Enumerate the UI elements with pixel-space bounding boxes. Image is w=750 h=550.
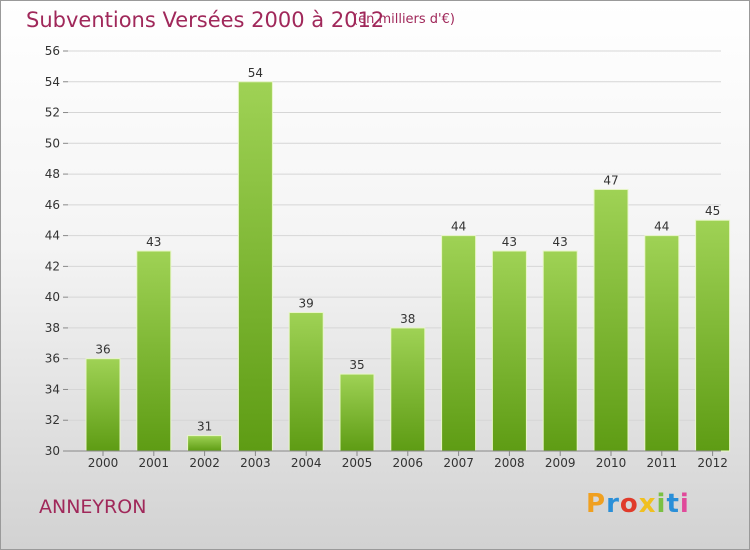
- y-tick-label: 50: [45, 136, 60, 150]
- y-tick-label: 30: [45, 444, 60, 458]
- x-tick-label-2007: 2007: [443, 456, 474, 470]
- logo-letter: i: [679, 489, 690, 519]
- y-tick-label: 36: [45, 352, 60, 366]
- chart-title: Subventions Versées 2000 à 2012: [26, 8, 385, 32]
- y-tick-label: 42: [45, 259, 60, 273]
- data-label-2002: 31: [197, 420, 212, 434]
- bar-2004: [288, 312, 324, 452]
- x-tick-label-2000: 2000: [88, 456, 119, 470]
- data-label-2001: 43: [146, 235, 161, 249]
- x-tick-label-2003: 2003: [240, 456, 271, 470]
- x-tick-label-2011: 2011: [647, 456, 678, 470]
- data-labels: 36 43 31 54 39 35 38 44 43 43 47 44 45: [95, 66, 720, 434]
- data-label-2006: 38: [400, 312, 415, 326]
- logo-letter: P: [586, 489, 607, 519]
- logo-letter: r: [606, 489, 620, 519]
- x-axis-ticks: 2000 2001 2002 2003 2004 2005 2006 2007 2008 2009…: [88, 451, 728, 470]
- y-tick-label: 34: [45, 382, 60, 396]
- bar-2005: [339, 373, 375, 452]
- data-label-2011: 44: [654, 220, 669, 234]
- y-tick-label: 38: [45, 321, 60, 335]
- data-label-2010: 47: [603, 173, 618, 187]
- bar-2001: [136, 250, 172, 452]
- x-tick-label-2012: 2012: [697, 456, 728, 470]
- y-tick-label: 32: [45, 413, 60, 427]
- bar-2012: [695, 219, 731, 452]
- y-tick-label: 40: [45, 290, 60, 304]
- commune-name: ANNEYRON: [39, 496, 147, 518]
- logo-letter: t: [666, 489, 680, 519]
- bar-2010: [593, 188, 629, 452]
- x-tick-label-2005: 2005: [342, 456, 373, 470]
- y-tick-label: 44: [45, 229, 60, 243]
- bar-2006: [390, 327, 426, 452]
- data-label-2007: 44: [451, 220, 466, 234]
- x-tick-label-2008: 2008: [494, 456, 525, 470]
- proxiti-logo[interactable]: Proxiti: [586, 489, 690, 519]
- bar-2002: [187, 435, 223, 452]
- data-label-2000: 36: [95, 343, 110, 357]
- bar-2000: [85, 358, 121, 452]
- y-tick-label: 48: [45, 167, 60, 181]
- logo-letter: o: [619, 489, 639, 519]
- data-label-2004: 39: [299, 297, 314, 311]
- x-tick-label-2002: 2002: [189, 456, 220, 470]
- x-tick-label-2010: 2010: [596, 456, 627, 470]
- bar-2009: [542, 250, 578, 452]
- data-label-2012: 45: [705, 204, 720, 218]
- x-tick-label-2006: 2006: [393, 456, 424, 470]
- bar-2003: [237, 81, 273, 452]
- x-tick-label-2009: 2009: [545, 456, 576, 470]
- data-label-2003: 54: [248, 66, 263, 80]
- y-tick-label: 56: [45, 44, 60, 58]
- x-tick-label-2001: 2001: [139, 456, 170, 470]
- bars: [85, 81, 731, 452]
- y-tick-label: 52: [45, 106, 60, 120]
- bar-2007: [441, 235, 477, 452]
- y-tick-label: 46: [45, 198, 60, 212]
- bar-2008: [491, 250, 527, 452]
- data-label-2009: 43: [553, 235, 568, 249]
- chart-subtitle: (en milliers d'€): [353, 12, 455, 27]
- data-label-2008: 43: [502, 235, 517, 249]
- bar-2011: [644, 235, 680, 452]
- y-axis-ticks: 30 32 34 36 38 40 42 44 46 48 50 52 54 56: [45, 44, 68, 458]
- data-label-2005: 35: [349, 358, 364, 372]
- logo-letter: i: [656, 489, 667, 519]
- logo-letter: x: [638, 489, 657, 519]
- x-tick-label-2004: 2004: [291, 456, 322, 470]
- y-tick-label: 54: [45, 75, 60, 89]
